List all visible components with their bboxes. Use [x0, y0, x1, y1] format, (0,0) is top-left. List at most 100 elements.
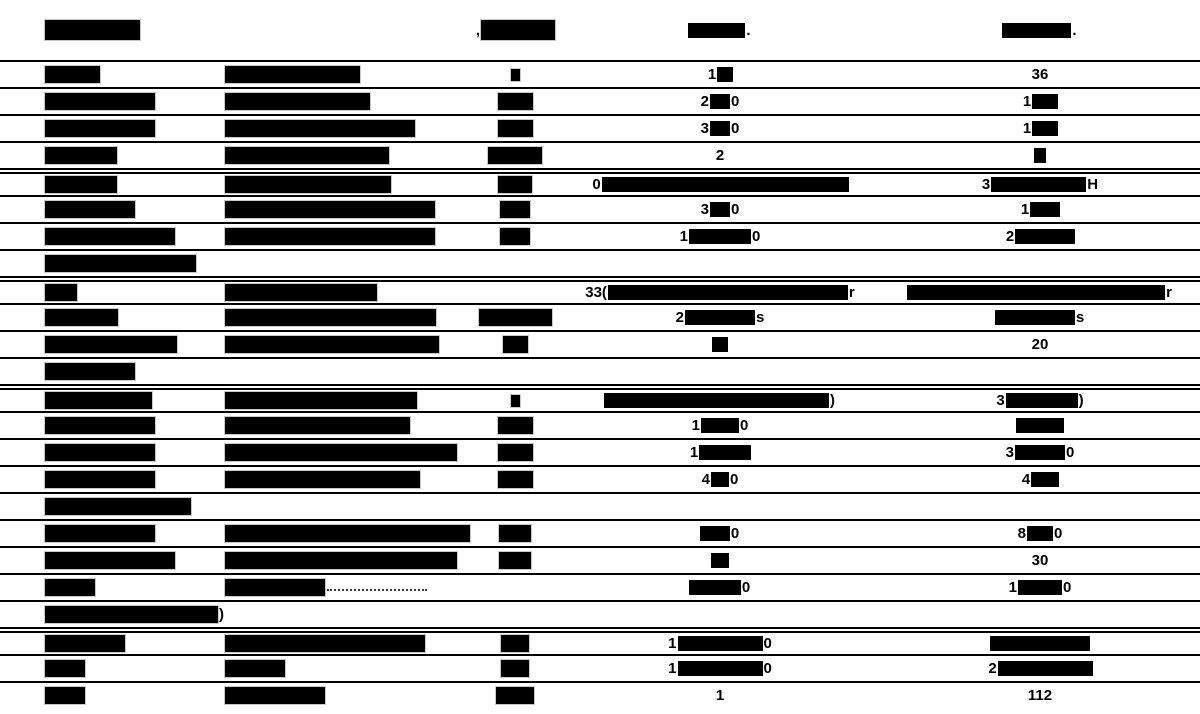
redaction-bar	[997, 661, 1093, 676]
value-2-cell	[880, 418, 1200, 433]
redaction-bar	[225, 336, 439, 353]
redaction-bar	[225, 579, 325, 596]
parameter-cell	[0, 93, 225, 110]
section-header-row	[0, 357, 1200, 384]
description-cell	[225, 635, 470, 652]
parameter-cell	[0, 255, 225, 272]
visible-value-fragment: )	[1078, 392, 1084, 409]
redaction-bar	[45, 417, 155, 434]
description-cell	[225, 579, 470, 596]
visible-value-fragment: 0	[740, 417, 749, 434]
redaction-bar	[45, 392, 152, 409]
parameter-cell	[0, 579, 225, 596]
description-cell	[225, 147, 470, 164]
visible-value-fragment: 1	[707, 66, 717, 83]
redaction-bar	[225, 417, 410, 434]
visible-value-fragment: )	[219, 606, 224, 623]
value-1-cell: 0	[560, 177, 880, 192]
visible-value-fragment: 2	[988, 660, 997, 677]
table-row: ) 3)	[0, 384, 1200, 411]
section-header-row	[0, 249, 1200, 276]
redaction-bar	[510, 68, 520, 81]
value-1-cell: 2	[560, 148, 880, 163]
description-cell	[225, 309, 470, 326]
visible-value-fragment: 1	[715, 687, 725, 704]
redaction-bar	[45, 120, 155, 137]
symbol-cell	[470, 336, 560, 353]
symbol-cell	[470, 417, 560, 434]
redaction-bar	[500, 228, 530, 245]
visible-value-fragment: 1	[668, 660, 677, 677]
redaction-bar	[225, 309, 436, 326]
redaction-bar	[1005, 393, 1078, 408]
redaction-bar	[225, 147, 389, 164]
redaction-bar	[710, 202, 730, 217]
redaction-bar	[225, 120, 415, 137]
redaction-bar	[1027, 526, 1053, 541]
redaction-bar	[497, 93, 533, 110]
description-cell	[225, 471, 470, 488]
value-2-cell	[880, 636, 1200, 651]
redaction-bar	[225, 660, 285, 677]
redaction-bar	[45, 498, 191, 515]
description-cell	[225, 201, 470, 218]
redaction-bar	[500, 201, 530, 218]
symbol-cell	[470, 660, 560, 677]
redaction-bar	[45, 147, 117, 164]
visible-value-fragment: 0	[1066, 444, 1075, 461]
description-cell	[225, 284, 470, 301]
parameter-cell	[0, 363, 225, 380]
redaction-bar	[501, 660, 529, 677]
visible-value-fragment: 0	[1054, 525, 1063, 542]
visible-value-fragment: 1	[679, 228, 688, 245]
redaction-bar	[45, 93, 155, 110]
visible-value-fragment: )	[830, 392, 835, 409]
value-1-cell: 0	[560, 526, 880, 541]
visible-value-fragment: 36	[1031, 66, 1049, 83]
symbol-cell	[470, 552, 560, 569]
redaction-bar	[45, 309, 118, 326]
redaction-bar	[604, 393, 829, 408]
visible-value-fragment: s	[756, 309, 765, 326]
visible-value-fragment: 1	[691, 417, 700, 434]
parameter-cell	[0, 228, 225, 245]
redaction-bar	[225, 444, 457, 461]
redaction-bar	[710, 121, 730, 136]
description-cell	[225, 417, 470, 434]
visible-value-fragment: 0	[731, 93, 740, 110]
value-2-cell: 112	[880, 688, 1200, 703]
parameter-cell	[0, 392, 225, 409]
value-2-cell: s	[880, 310, 1200, 325]
redaction-bar	[45, 525, 155, 542]
redaction-bar	[717, 67, 734, 82]
value-1-cell: )	[560, 393, 880, 408]
redaction-bar	[45, 228, 175, 245]
redaction-bar	[225, 635, 425, 652]
description-cell	[225, 176, 470, 193]
redaction-bar	[688, 22, 746, 38]
visible-value-fragment: 20	[1031, 336, 1049, 353]
redaction-bar	[45, 336, 177, 353]
header-symbol-cell: ,	[470, 20, 560, 40]
header-parameter-cell	[0, 20, 225, 40]
table-row: 1 36	[0, 60, 1200, 87]
parameter-cell	[0, 176, 225, 193]
symbol-cell	[470, 471, 560, 488]
redaction-bar	[481, 20, 556, 40]
visible-value-fragment: 0	[1063, 579, 1072, 596]
parameter-cell	[0, 660, 225, 677]
redaction-bar	[1034, 148, 1046, 163]
redaction-bar	[45, 606, 218, 623]
redaction-bar	[699, 445, 752, 460]
visible-value-fragment: 0	[741, 579, 751, 596]
parameter-cell: )	[0, 606, 225, 623]
